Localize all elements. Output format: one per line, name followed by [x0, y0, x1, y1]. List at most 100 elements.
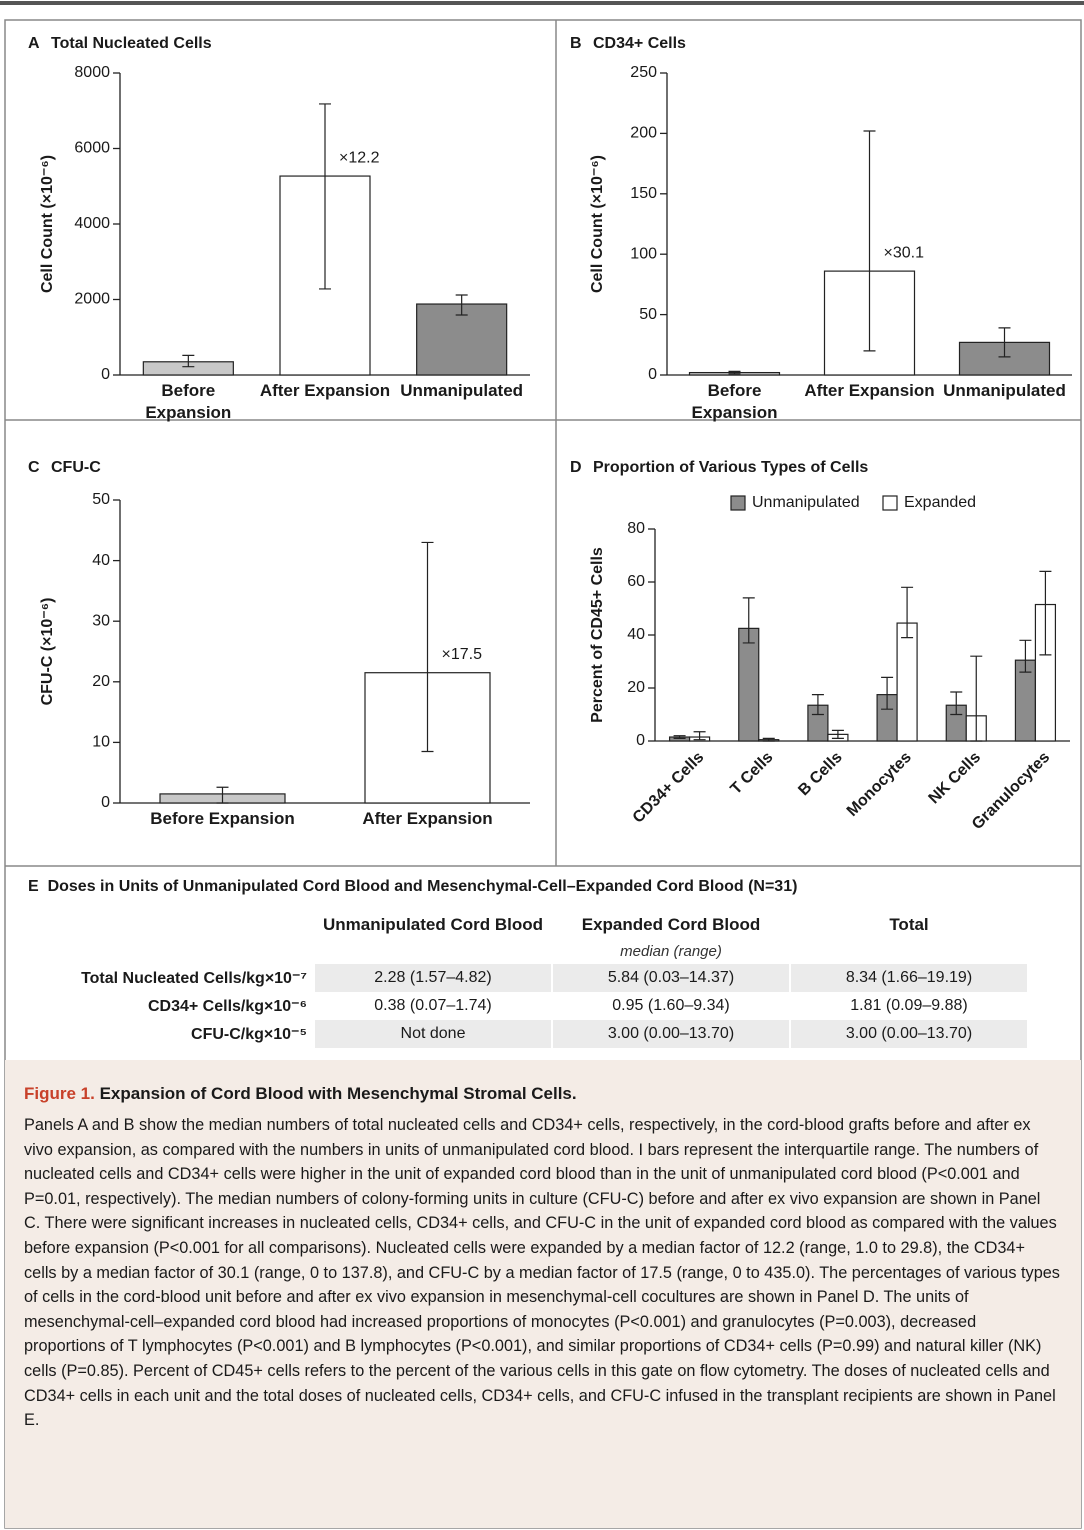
- error-bar: [319, 103, 331, 290]
- row-label: CFU-C/kg×10⁻⁵: [191, 1026, 307, 1043]
- y-tick-label: 20: [627, 679, 645, 696]
- dose-table-panel: E Doses in Units of Unmanipulated Cord B…: [5, 866, 1081, 1060]
- top-rule: [0, 1, 1084, 5]
- column-header: Total: [889, 915, 929, 934]
- panel-letter: C: [28, 459, 40, 476]
- error-bar: [673, 735, 686, 739]
- y-tick-label: 150: [630, 185, 657, 202]
- caption-head: Figure 1. Expansion of Cord Blood with M…: [24, 1084, 1061, 1104]
- y-tick-label: 8000: [74, 64, 110, 81]
- y-axis-label: Percent of CD45+ Cells: [589, 547, 606, 723]
- error-bar: [728, 370, 741, 375]
- dose-table: Unmanipulated Cord Blood Expanded Cord Bl…: [5, 912, 1029, 1048]
- chart-canvas: A Total Nucleated Cells Cell Count (×10⁻⁶)…: [28, 35, 1072, 833]
- x-tick-label: Unmanipulated: [400, 381, 524, 400]
- table-row: CFU-C/kg×10⁻⁵ Not done 3.00 (0.00–13.70) 3.…: [7, 1020, 1027, 1048]
- table-row: CD34+ Cells/kg×10⁻⁶ 0.38 (0.07–1.74) 0.95 …: [7, 992, 1027, 1020]
- y-tick-label: 100: [630, 245, 657, 262]
- column-header: Unmanipulated Cord Blood: [322, 915, 544, 934]
- y-axis-label: Cell Count (×10⁻⁶): [589, 155, 606, 293]
- bar: [738, 627, 760, 742]
- table-row: Total Nucleated Cells/kg×10⁻⁷ 2.28 (1.57–…: [7, 964, 1027, 992]
- y-tick-label: 4000: [74, 215, 110, 232]
- error-bar: [742, 597, 755, 644]
- outer-border: [4, 19, 1082, 1529]
- cell: 5.84 (0.03–14.37): [553, 964, 789, 992]
- x-tick-label: Before Expansion: [145, 381, 232, 422]
- y-axis-label: CFU-C (×10⁻⁶): [39, 598, 56, 706]
- error-bar: [970, 655, 983, 742]
- caption-title: Expansion of Cord Blood with Mesenchymal…: [99, 1084, 577, 1103]
- y-tick-label: 6000: [74, 140, 110, 157]
- header-row: Unmanipulated Cord Blood Expanded Cord Bl…: [7, 912, 1027, 938]
- x-tick-label: B Cells: [795, 749, 845, 799]
- y-axis-label: Cell Count (×10⁻⁶): [39, 155, 56, 293]
- error-bar: [881, 676, 894, 710]
- cell: 0.38 (0.07–1.74): [374, 997, 492, 1014]
- y-tick-label: 0: [636, 732, 645, 749]
- bar: [896, 622, 918, 742]
- legend-label: Unmanipulated: [752, 494, 860, 511]
- row-label: Total Nucleated Cells/kg×10⁻⁷: [81, 970, 307, 987]
- y-tick-label: 0: [648, 366, 657, 383]
- error-bar: [216, 786, 229, 804]
- error-bar: [950, 691, 963, 716]
- error-bar: [693, 731, 706, 741]
- y-tick-label: 40: [627, 626, 645, 643]
- panel-title: CFU-C: [51, 459, 101, 476]
- x-tick-label: Before Expansion: [150, 809, 295, 828]
- panel-letter: E: [28, 878, 39, 895]
- y-tick-label: 20: [92, 673, 110, 690]
- x-tick-label: After Expansion: [804, 381, 935, 400]
- cell: Not done: [315, 1020, 551, 1048]
- y-tick-label: 2000: [74, 291, 110, 308]
- error-bar: [998, 327, 1011, 358]
- error-bar: [421, 541, 434, 753]
- x-tick-label: After Expansion: [259, 381, 391, 400]
- cell: 3.00 (0.00–13.70): [553, 1020, 789, 1048]
- legend-label: Expanded: [904, 494, 976, 511]
- subheader: median (range): [620, 942, 722, 960]
- panel-letter: A: [28, 35, 40, 52]
- error-bar: [831, 729, 844, 739]
- x-tick-label: T Cells: [727, 749, 776, 798]
- error-bar: [182, 354, 195, 368]
- caption-label: Figure 1.: [24, 1084, 95, 1103]
- x-tick-label: Monocytes: [844, 749, 915, 820]
- cell: 0.95 (1.60–9.34): [612, 997, 730, 1014]
- cell: 2.28 (1.57–4.82): [315, 964, 551, 992]
- cell: 1.81 (0.09–9.88): [850, 997, 968, 1014]
- panel-letter: B: [570, 35, 582, 52]
- x-tick-label: After Expansion: [362, 809, 493, 828]
- x-tick-label: NK Cells: [926, 749, 985, 808]
- annotation: ×17.5: [442, 646, 483, 663]
- table-title-text: Doses in Units of Unmanipulated Cord Blo…: [47, 878, 798, 895]
- y-tick-label: 200: [630, 125, 657, 142]
- row-label: CD34+ Cells/kg×10⁻⁶: [147, 998, 307, 1015]
- y-tick-label: 60: [627, 573, 645, 590]
- error-bar: [901, 586, 914, 639]
- error-bar: [1039, 570, 1052, 656]
- caption: Figure 1. Expansion of Cord Blood with M…: [5, 1060, 1081, 1528]
- panel-letter: D: [570, 459, 582, 476]
- error-bar: [811, 694, 824, 716]
- y-tick-label: 80: [627, 520, 645, 537]
- cell: 3.00 (0.00–13.70): [791, 1020, 1027, 1048]
- error-bar: [863, 130, 876, 352]
- y-tick-label: 50: [92, 491, 110, 508]
- charts: A Total Nucleated Cells Cell Count (×10⁻⁶)…: [28, 35, 1072, 833]
- annotation: ×30.1: [884, 244, 925, 261]
- error-bar: [455, 294, 468, 316]
- y-tick-label: 40: [92, 552, 110, 569]
- y-tick-label: 50: [639, 306, 657, 323]
- caption-body: Panels A and B show the median numbers o…: [24, 1116, 1060, 1430]
- table-title: E Doses in Units of Unmanipulated Cord B…: [28, 878, 797, 896]
- annotation: ×12.2: [339, 149, 380, 166]
- x-tick-label: Unmanipulated: [943, 381, 1066, 400]
- error-bar: [762, 737, 775, 742]
- legend-swatch: [882, 495, 898, 511]
- panel-title: CD34+ Cells: [593, 35, 686, 52]
- x-tick-label: Before Expansion: [691, 381, 778, 422]
